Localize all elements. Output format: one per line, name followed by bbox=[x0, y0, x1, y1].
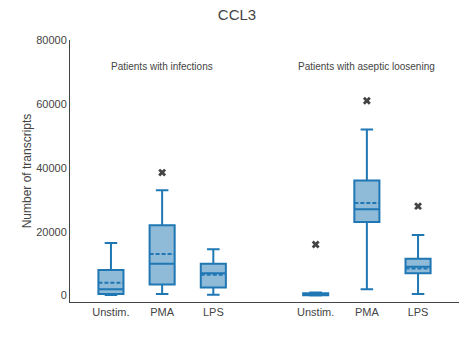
svg-text:Unstim.: Unstim. bbox=[92, 306, 129, 318]
svg-text:60000: 60000 bbox=[36, 98, 67, 110]
svg-text:0: 0 bbox=[61, 289, 67, 301]
svg-text:20000: 20000 bbox=[36, 226, 67, 238]
svg-text:LPS: LPS bbox=[408, 306, 429, 318]
svg-text:LPS: LPS bbox=[203, 306, 224, 318]
svg-text:80000: 80000 bbox=[36, 34, 67, 46]
svg-text:PMA: PMA bbox=[355, 306, 380, 318]
svg-text:40000: 40000 bbox=[36, 162, 67, 174]
svg-text:PMA: PMA bbox=[150, 306, 175, 318]
svg-text:CCL3: CCL3 bbox=[218, 6, 256, 23]
svg-text:Patients with infections: Patients with infections bbox=[111, 61, 213, 72]
svg-text:Number of transcripts: Number of transcripts bbox=[20, 114, 34, 229]
svg-text:Unstim.: Unstim. bbox=[297, 306, 334, 318]
svg-text:Patients with aseptic loosenin: Patients with aseptic loosening bbox=[298, 61, 435, 72]
